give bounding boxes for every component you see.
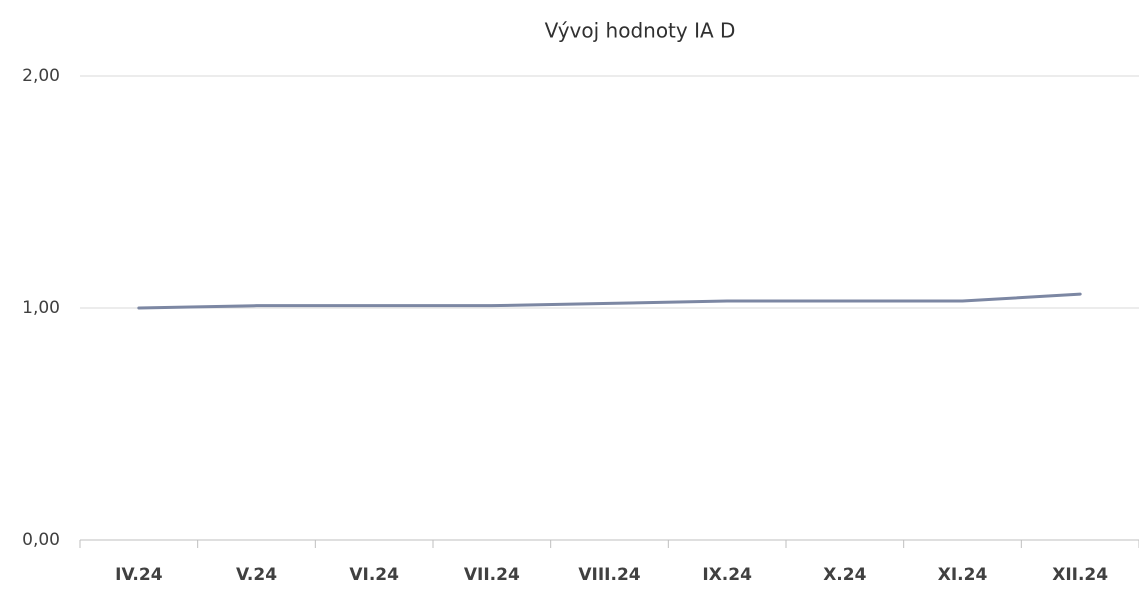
x-tick-label: XI.24	[938, 565, 988, 585]
x-tick-label: IX.24	[702, 565, 752, 585]
x-tick-label: X.24	[823, 565, 866, 585]
y-tick-label: 0,00	[22, 530, 60, 550]
x-tick-label: VIII.24	[578, 565, 640, 585]
y-tick-label: 1,00	[22, 298, 60, 318]
x-tick-label: V.24	[236, 565, 277, 585]
data-line	[137, 292, 1082, 310]
x-tick-label: VII.24	[464, 565, 520, 585]
y-tick-label: 2,00	[22, 66, 60, 86]
x-tick-label: IV.24	[115, 565, 163, 585]
x-tick-label: XII.24	[1052, 565, 1108, 585]
chart-title: Vývoj hodnoty IA D	[545, 19, 736, 43]
x-tick-label: VI.24	[349, 565, 399, 585]
